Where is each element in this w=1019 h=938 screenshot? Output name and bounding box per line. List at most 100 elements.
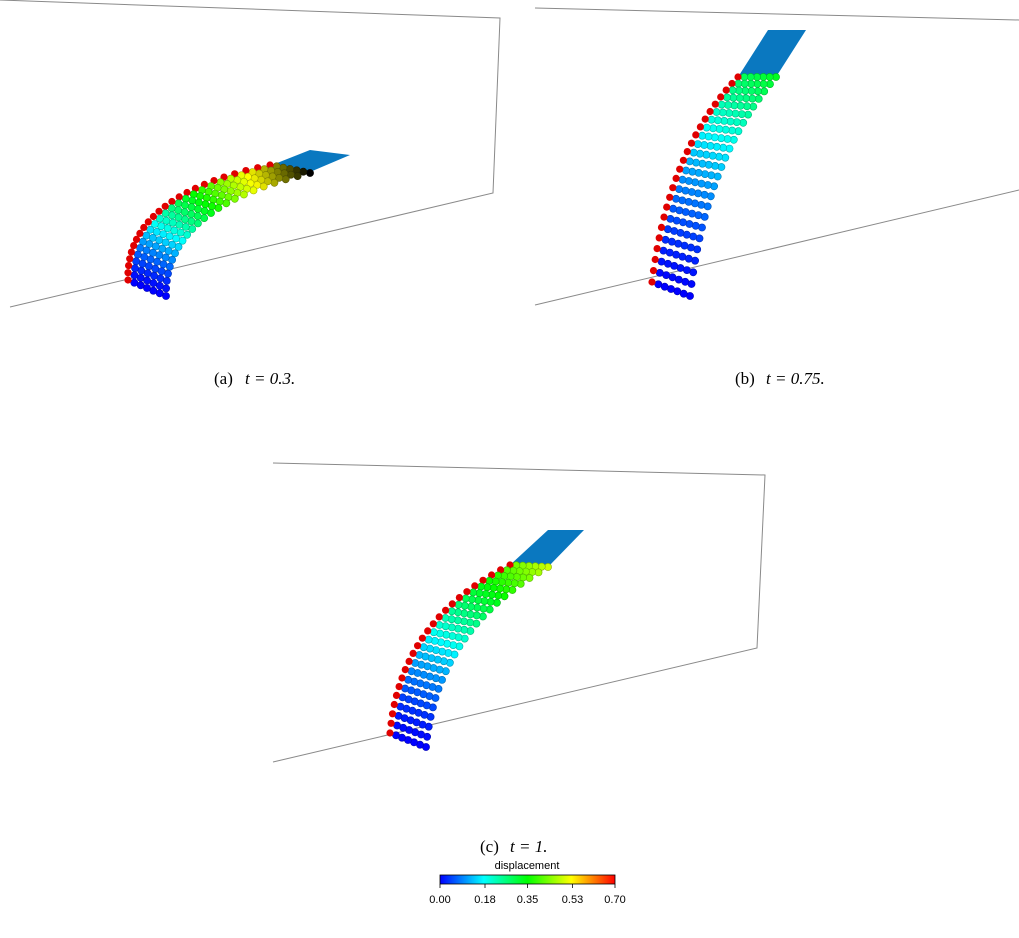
- particle: [249, 186, 258, 195]
- particle: [136, 244, 144, 252]
- particle: [659, 246, 668, 255]
- particle: [697, 179, 706, 188]
- particle: [239, 190, 248, 199]
- particle: [693, 140, 702, 148]
- particle: [168, 211, 176, 220]
- particle: [715, 152, 723, 161]
- frame-c: [272, 462, 766, 763]
- particle: [133, 250, 142, 259]
- particle: [281, 175, 290, 184]
- particle: [124, 269, 132, 277]
- particle: [161, 209, 170, 218]
- particle: [200, 180, 208, 188]
- particle: [668, 237, 676, 246]
- particle: [188, 196, 197, 205]
- colorbar-tick-label: 0.35: [517, 894, 538, 906]
- particle: [692, 158, 700, 167]
- particle: [132, 235, 141, 243]
- particle: [201, 200, 210, 209]
- particle: [706, 107, 714, 116]
- particle: [187, 210, 196, 219]
- particle: [191, 184, 199, 192]
- particle: [685, 220, 694, 228]
- particle: [174, 206, 183, 215]
- particle: [187, 203, 196, 212]
- particle: [214, 204, 223, 212]
- particle: [398, 693, 407, 702]
- particle: [387, 719, 395, 727]
- particle: [200, 214, 209, 222]
- particle: [654, 280, 663, 289]
- particle: [455, 594, 463, 602]
- particle: [670, 227, 679, 235]
- particle: [661, 235, 670, 244]
- particle: [691, 199, 699, 208]
- particle: [707, 171, 716, 180]
- particle: [168, 218, 177, 227]
- particle: [130, 278, 139, 287]
- particle: [429, 620, 437, 628]
- particle: [713, 172, 722, 181]
- particle: [724, 101, 732, 109]
- particle: [415, 651, 424, 659]
- particle: [687, 139, 696, 147]
- panel-caption: t = 1.: [510, 837, 547, 856]
- colorbar-tick-label: 0.53: [562, 894, 583, 906]
- particle: [692, 131, 700, 139]
- particle: [684, 197, 693, 206]
- particle: [479, 604, 488, 613]
- particle: [441, 614, 450, 622]
- particle: [669, 184, 677, 192]
- particle: [194, 205, 202, 213]
- particle: [721, 153, 730, 162]
- particle: [669, 204, 677, 213]
- particle: [655, 268, 664, 277]
- particle: [200, 207, 209, 215]
- particle: [698, 159, 707, 168]
- particle: [209, 195, 218, 204]
- particle: [306, 169, 314, 177]
- particle: [130, 271, 139, 280]
- particle: [193, 219, 202, 228]
- particle: [395, 683, 403, 691]
- particle: [710, 182, 718, 191]
- particle: [663, 203, 671, 211]
- particle: [687, 188, 696, 196]
- particle: [176, 228, 185, 237]
- panel-label: (b): [735, 369, 755, 388]
- particle: [405, 657, 413, 666]
- particle: [175, 220, 184, 229]
- particle: [703, 181, 712, 189]
- particle: [454, 600, 463, 609]
- particle: [215, 197, 224, 206]
- particle: [683, 266, 691, 274]
- particle: [683, 148, 691, 156]
- particle: [696, 149, 704, 158]
- particle: [254, 164, 262, 172]
- particle: [663, 225, 672, 234]
- particle: [230, 194, 239, 203]
- particle: [140, 223, 148, 232]
- particle: [131, 264, 139, 273]
- particle: [183, 230, 191, 239]
- particle: [388, 710, 397, 718]
- beams: [124, 30, 806, 751]
- particle: [717, 100, 726, 109]
- particle: [411, 659, 420, 667]
- particle: [719, 143, 728, 152]
- particle: [648, 278, 656, 286]
- particle: [222, 199, 231, 208]
- particle: [687, 243, 695, 252]
- particle: [731, 109, 740, 118]
- particle: [706, 192, 715, 201]
- particle: [700, 190, 709, 199]
- particle: [657, 257, 666, 266]
- particle: [270, 178, 279, 187]
- particle: [202, 193, 211, 202]
- particle: [700, 141, 709, 149]
- particle: [401, 666, 409, 674]
- particle: [419, 643, 428, 652]
- particle: [728, 79, 736, 88]
- particle: [181, 215, 189, 224]
- particle: [404, 675, 412, 684]
